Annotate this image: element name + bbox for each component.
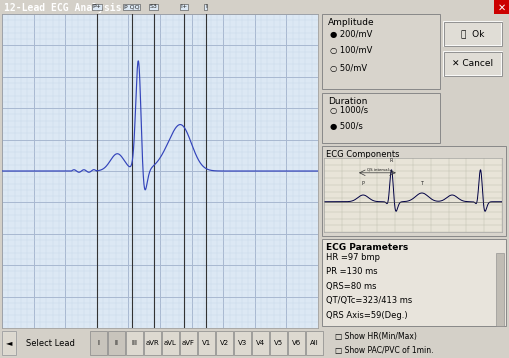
Bar	[321, 146, 505, 236]
Text: III: III	[131, 340, 137, 346]
Text: I: I	[97, 340, 99, 346]
Text: II: II	[115, 340, 118, 346]
Text: ✕ Cancel: ✕ Cancel	[451, 59, 493, 68]
Bar	[162, 331, 179, 355]
Text: ◄: ◄	[6, 339, 12, 348]
Text: PR =130 ms: PR =130 ms	[325, 267, 377, 276]
Text: aVF: aVF	[182, 340, 194, 346]
Bar	[2, 331, 16, 355]
Text: □ Show PAC/PVC of 1min.: □ Show PAC/PVC of 1min.	[334, 346, 433, 355]
Text: aVL: aVL	[164, 340, 177, 346]
Text: P+: P+	[92, 4, 101, 9]
Bar	[216, 331, 233, 355]
Text: ECG Parameters: ECG Parameters	[325, 243, 407, 252]
Text: ● 200/mV: ● 200/mV	[329, 29, 372, 39]
Text: 12-Lead ECG Analysis: 12-Lead ECG Analysis	[4, 3, 121, 13]
Bar	[269, 331, 287, 355]
Bar	[321, 14, 439, 89]
Bar	[443, 22, 501, 46]
Text: All: All	[309, 340, 318, 346]
Text: V2: V2	[219, 340, 229, 346]
Text: ○ 1000/s: ○ 1000/s	[329, 106, 367, 116]
Text: QRS=80 ms: QRS=80 ms	[325, 281, 376, 290]
Bar	[495, 253, 503, 326]
Text: P QQ: P QQ	[124, 4, 139, 9]
Bar	[251, 331, 268, 355]
Text: V3: V3	[237, 340, 247, 346]
Text: V5: V5	[273, 340, 282, 346]
Bar	[108, 331, 125, 355]
Bar	[126, 331, 143, 355]
Bar	[443, 22, 501, 46]
Bar	[2, 331, 16, 355]
Text: □ Show HR(Min/Max): □ Show HR(Min/Max)	[334, 332, 416, 341]
Text: P: P	[361, 181, 364, 186]
Text: T: T	[419, 181, 422, 186]
Bar	[90, 331, 107, 355]
Bar	[180, 331, 196, 355]
Text: QS interval: QS interval	[366, 167, 387, 171]
Text: Amplitude: Amplitude	[327, 18, 374, 27]
Text: 🖫  Ok: 🖫 Ok	[461, 29, 484, 39]
Text: ✕: ✕	[497, 3, 505, 13]
Bar	[443, 52, 501, 76]
Text: V4: V4	[256, 340, 265, 346]
Text: QRS Axis=59(Deg.): QRS Axis=59(Deg.)	[325, 310, 407, 319]
Text: Duration: Duration	[327, 97, 366, 106]
Text: R: R	[389, 158, 392, 163]
Text: V1: V1	[202, 340, 211, 346]
Bar	[321, 239, 505, 326]
Text: ● 500/s: ● 500/s	[329, 122, 362, 131]
Text: I+: I+	[180, 4, 187, 9]
Bar	[305, 331, 322, 355]
Text: S3: S3	[150, 4, 157, 9]
Text: QT/QTc=323/413 ms: QT/QTc=323/413 ms	[325, 296, 411, 305]
Bar	[321, 93, 439, 143]
Text: ○ 100/mV: ○ 100/mV	[329, 47, 372, 55]
Text: HR =97 bmp: HR =97 bmp	[325, 252, 379, 261]
Bar	[288, 331, 304, 355]
Bar	[493, 0, 509, 14]
Bar	[197, 331, 215, 355]
Text: V6: V6	[291, 340, 300, 346]
Text: I: I	[205, 4, 206, 9]
Text: ○ 50/mV: ○ 50/mV	[329, 63, 366, 73]
Text: ECG Components: ECG Components	[325, 150, 399, 159]
Bar	[234, 331, 250, 355]
Bar	[443, 52, 501, 76]
Bar	[144, 331, 161, 355]
Text: Select Lead: Select Lead	[25, 339, 74, 348]
Text: aVR: aVR	[146, 340, 159, 346]
